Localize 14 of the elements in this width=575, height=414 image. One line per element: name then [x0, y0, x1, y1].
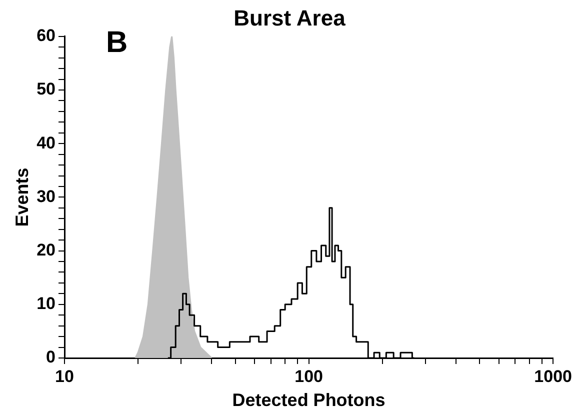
- y-tick-label: 20: [36, 240, 56, 260]
- y-tick-label: 60: [36, 26, 56, 46]
- x-tick-label: 10: [55, 366, 74, 386]
- y-tick-label: 10: [36, 294, 56, 314]
- y-tick-label: 30: [36, 186, 56, 206]
- x-tick-label: 1000: [534, 366, 572, 386]
- y-tick-label: 40: [36, 133, 56, 152]
- chart-title: Burst Area: [234, 5, 346, 30]
- x-tick-label: 100: [294, 366, 323, 386]
- x-axis-title: Detected Photons: [232, 390, 386, 410]
- y-axis-title: Events: [12, 168, 32, 227]
- y-tick-label: 50: [36, 80, 56, 99]
- annotation: B: [106, 26, 128, 60]
- y-tick-label: 0: [46, 348, 56, 367]
